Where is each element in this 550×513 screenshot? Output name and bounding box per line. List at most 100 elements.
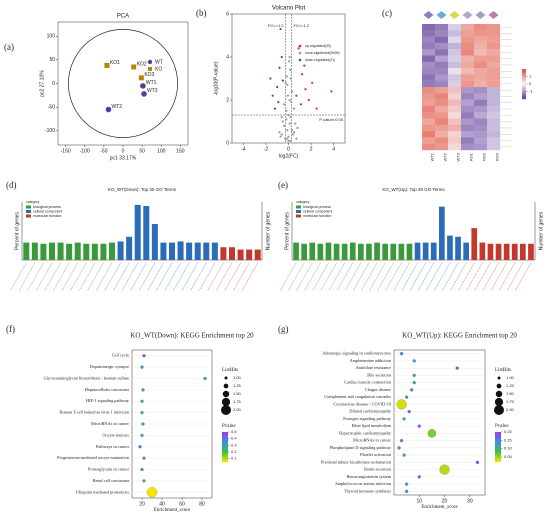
colorbar-step xyxy=(495,444,501,446)
point xyxy=(279,135,282,138)
heatmap-cell xyxy=(461,36,475,44)
heatmap-cell xyxy=(435,61,449,69)
bar xyxy=(254,249,261,260)
heatmap-cell xyxy=(422,93,436,100)
size-legend-mark xyxy=(222,390,230,398)
category-label: Bile secretion xyxy=(367,372,392,377)
bubble xyxy=(410,388,414,392)
bar xyxy=(220,247,227,260)
bar xyxy=(487,243,494,260)
bar xyxy=(325,242,332,260)
category-stub xyxy=(320,262,337,292)
heatmap-cell xyxy=(422,68,436,75)
legend-swatch xyxy=(296,205,301,209)
bubble xyxy=(402,417,406,421)
threshold-label: FC<=1.2 xyxy=(268,23,284,28)
bubble xyxy=(140,433,144,437)
heatmap-cell xyxy=(461,112,475,119)
colorbar-step xyxy=(222,448,228,451)
panel-label: (g) xyxy=(278,324,289,334)
bar xyxy=(177,241,184,260)
bar xyxy=(430,242,437,260)
colorbar-step xyxy=(222,436,228,439)
point xyxy=(140,83,146,89)
heatmap-cell xyxy=(448,93,462,100)
heatmap-cell xyxy=(422,143,436,151)
heatmap-cell xyxy=(422,105,436,113)
colorbar-step xyxy=(222,454,228,457)
bubble xyxy=(142,479,146,483)
heatmap-cell xyxy=(448,124,462,132)
heatmap-cell xyxy=(448,112,462,119)
category-stub xyxy=(425,262,443,292)
confidence-ring xyxy=(68,29,178,138)
heatmap-cell xyxy=(435,93,449,100)
y-axis-label: Percent of genes xyxy=(14,212,20,250)
colorbar-step xyxy=(522,79,526,82)
point xyxy=(131,64,137,70)
bubble xyxy=(427,429,437,438)
y-tick-label: 100 xyxy=(47,34,56,40)
x-tick-label: 40 xyxy=(159,501,165,507)
bar xyxy=(23,242,30,260)
column-marker xyxy=(449,11,460,19)
heatmap-cell xyxy=(435,87,449,94)
heatmap-cell xyxy=(448,99,462,107)
y-tick-label: 0 xyxy=(226,140,229,146)
category-label: Platelet activation xyxy=(360,452,392,457)
category-label: Dilated cardiomyopathy xyxy=(349,409,391,414)
point xyxy=(307,98,310,102)
bubble xyxy=(141,388,145,392)
bar xyxy=(374,242,380,260)
heatmap-cell xyxy=(435,36,449,44)
point xyxy=(295,94,298,97)
colorbar-step xyxy=(495,450,501,452)
colorbar-label: 0.2 xyxy=(231,449,237,454)
colorbar-step xyxy=(222,442,228,445)
heatmap-cell xyxy=(435,30,449,37)
column-marker xyxy=(436,11,447,19)
bar xyxy=(194,242,201,260)
heatmap-cell xyxy=(474,143,488,151)
heatmap-cell xyxy=(435,49,449,56)
point xyxy=(300,73,304,76)
category-stub xyxy=(417,262,435,292)
bubble xyxy=(142,456,146,460)
y-tick-label: 6 xyxy=(226,11,229,17)
bar xyxy=(358,243,364,260)
bubble xyxy=(141,422,145,426)
colorbar-step xyxy=(495,457,501,460)
category-label: MicroRNAs in cancer xyxy=(91,421,130,426)
point xyxy=(287,113,290,117)
bar xyxy=(211,242,218,260)
bubble xyxy=(405,395,409,399)
category-stub xyxy=(328,262,345,292)
colorbar-step xyxy=(222,438,228,440)
bubble xyxy=(417,424,421,428)
point xyxy=(284,81,287,84)
bubble xyxy=(140,365,144,369)
category-stub xyxy=(352,262,370,292)
heatmap-cell xyxy=(461,105,475,113)
legend-label: biological process xyxy=(303,205,331,209)
category-label: Renal cell carcinoma xyxy=(93,478,129,483)
point xyxy=(289,77,292,80)
bar xyxy=(520,243,526,260)
colorbar-step xyxy=(222,460,228,463)
colorbar-step xyxy=(495,447,501,449)
colorbar-label: 1 xyxy=(529,74,532,79)
heatmap-cell xyxy=(474,105,488,113)
bar xyxy=(83,243,90,260)
colorbar-step xyxy=(522,84,526,86)
category-stub xyxy=(224,262,241,292)
colorbar-step xyxy=(522,88,526,91)
legend-swatch xyxy=(26,210,31,213)
colorbar-step xyxy=(222,433,228,436)
category-label: Adrenergic signaling in cardiomyocytes xyxy=(322,351,391,356)
category-stub xyxy=(409,262,426,292)
point xyxy=(303,64,306,67)
point xyxy=(280,133,283,136)
category-label: Renin secretion xyxy=(364,467,392,472)
bar xyxy=(160,242,167,260)
category-stub xyxy=(70,262,87,292)
